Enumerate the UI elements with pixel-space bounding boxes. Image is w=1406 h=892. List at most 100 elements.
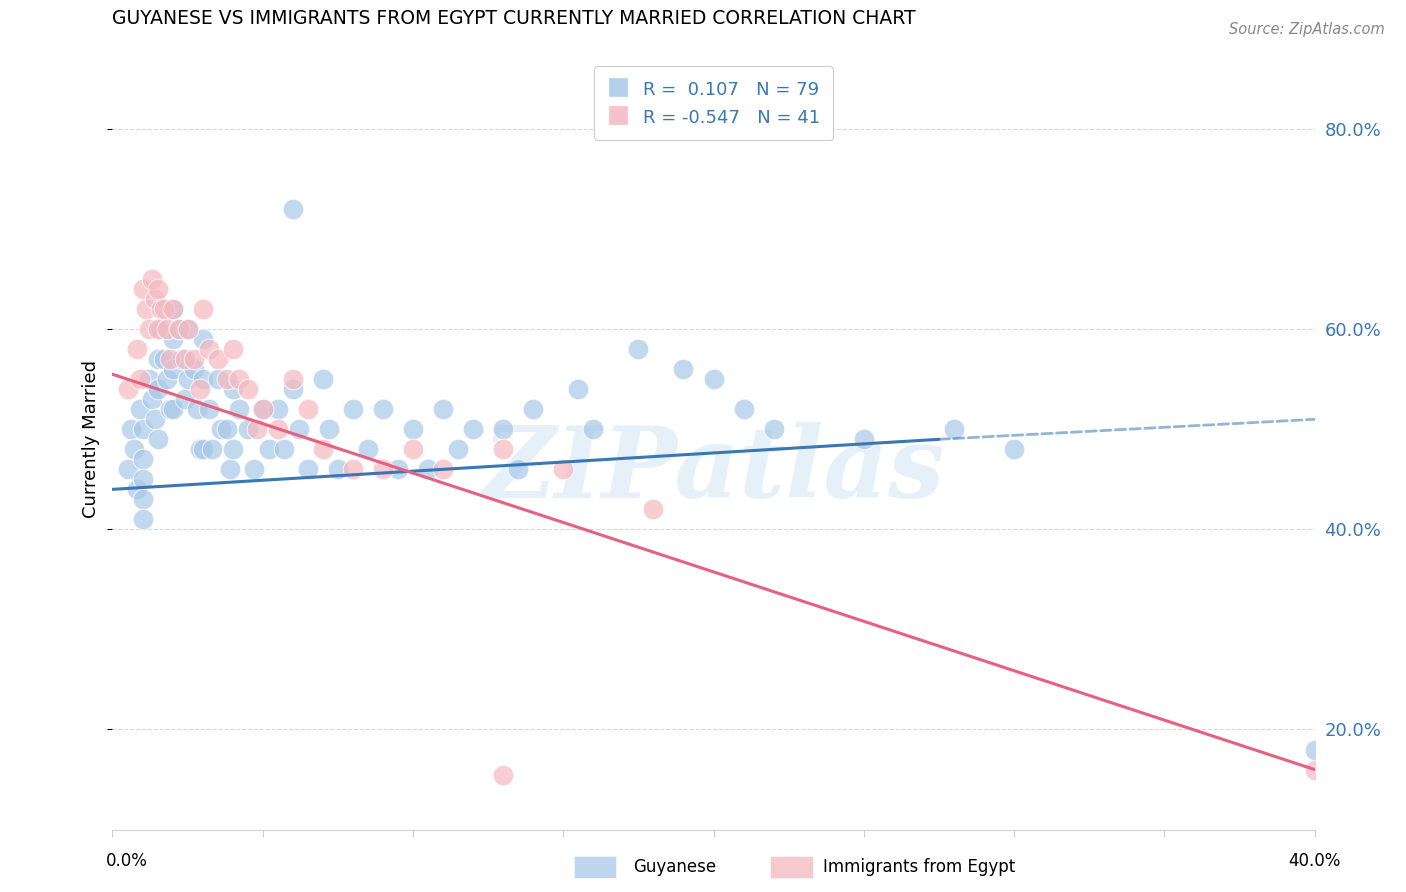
Point [222,343,245,357]
Point [149,322,172,336]
Point [703,372,725,386]
Point [117,382,139,396]
Point [183,352,205,367]
Point [297,402,319,417]
Text: Immigrants from Egypt: Immigrants from Egypt [823,858,1015,876]
Point [236,422,259,436]
Point [267,402,290,417]
Point [402,422,425,436]
Text: GUYANESE VS IMMIGRANTS FROM EGYPT CURRENTLY MARRIED CORRELATION CHART: GUYANESE VS IMMIGRANTS FROM EGYPT CURREN… [112,9,917,28]
Point [146,282,169,296]
Point [176,322,198,336]
Point [155,372,177,386]
Point [762,422,785,436]
Point [1303,742,1326,756]
Point [152,352,174,367]
Point [267,422,290,436]
Point [733,402,755,417]
Point [146,352,169,367]
Point [672,362,695,376]
Point [197,343,219,357]
Point [228,372,250,386]
Point [643,502,665,516]
Point [176,372,198,386]
Point [155,322,177,336]
Point [273,442,295,457]
Point [162,402,184,417]
Point [143,412,166,426]
Y-axis label: Currently Married: Currently Married [82,360,100,518]
Point [342,402,364,417]
Point [146,433,169,447]
Point [188,382,211,396]
Point [141,392,163,407]
Point [492,422,515,436]
Point [508,462,530,476]
Point [215,422,238,436]
Point [122,442,145,457]
Point [125,343,148,357]
Point [218,462,240,476]
Point [312,372,335,386]
Point [447,442,470,457]
Point [461,422,484,436]
Point [131,492,153,507]
Point [242,462,264,476]
Point [138,372,160,386]
Point [582,422,605,436]
Text: Guyanese: Guyanese [633,858,716,876]
Point [146,322,169,336]
Point [197,402,219,417]
Point [191,372,214,386]
Point [131,282,153,296]
Point [1002,442,1025,457]
Point [159,402,181,417]
Point [371,462,394,476]
Point [342,462,364,476]
Point [120,422,142,436]
Point [522,402,544,417]
Point [432,462,454,476]
Point [402,442,425,457]
Point [326,462,349,476]
Point [143,292,166,306]
Point [186,402,208,417]
Point [209,422,232,436]
Point [162,332,184,346]
Point [201,442,224,457]
Point [318,422,340,436]
Point [149,302,172,317]
Text: ZIPatlas: ZIPatlas [482,422,945,519]
Point [387,462,409,476]
Point [246,422,269,436]
Point [170,352,193,367]
Point [128,372,150,386]
Point [138,322,160,336]
Point [131,512,153,526]
Point [312,442,335,457]
Point [1303,763,1326,777]
Point [222,442,245,457]
Point [162,302,184,317]
Point [131,472,153,486]
Text: Source: ZipAtlas.com: Source: ZipAtlas.com [1229,22,1385,37]
Point [191,302,214,317]
Point [131,422,153,436]
Point [492,442,515,457]
Point [288,422,311,436]
Point [281,382,304,396]
Point [252,402,274,417]
Point [167,322,190,336]
Point [191,442,214,457]
Point [357,442,380,457]
Point [183,362,205,376]
Point [207,372,229,386]
Point [167,322,190,336]
Point [152,302,174,317]
Point [553,462,575,476]
Point [943,422,966,436]
Point [371,402,394,417]
Point [852,433,875,447]
Point [162,302,184,317]
Point [228,402,250,417]
